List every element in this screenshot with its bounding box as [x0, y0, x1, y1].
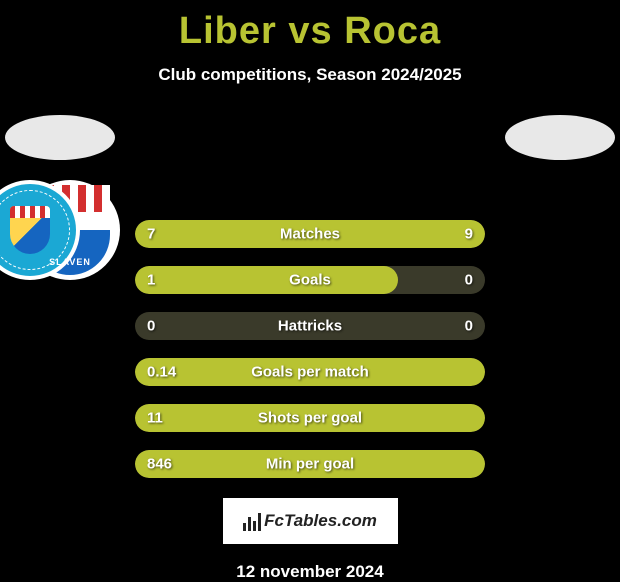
- stat-value-right: 0: [465, 272, 473, 289]
- stat-value-right: 9: [465, 226, 473, 243]
- player2-silhouette: [505, 115, 615, 160]
- stat-row: 0.14 Goals per match: [135, 358, 485, 386]
- player2-name: Roca: [344, 10, 441, 52]
- stat-bar-left: [135, 266, 398, 294]
- date-text: 12 november 2024: [0, 562, 620, 582]
- player1-silhouette: [5, 115, 115, 160]
- team-right-shield: [10, 206, 50, 254]
- stat-value-left: 1: [147, 272, 155, 289]
- main-panel: SLAVEN 7 Matches 9 1 Goals 0 0 Hattricks 0 0.14 Go…: [0, 120, 620, 478]
- stat-label: Goals: [289, 272, 331, 289]
- stat-label: Min per goal: [266, 456, 354, 473]
- stat-value-left: 11: [147, 410, 163, 427]
- subtitle: Club competitions, Season 2024/2025: [0, 65, 620, 85]
- team-left-name: SLAVEN: [49, 257, 91, 275]
- stat-row: 0 Hattricks 0: [135, 312, 485, 340]
- stat-value-left: 0: [147, 318, 155, 335]
- stat-label: Matches: [280, 226, 340, 243]
- stat-row: 846 Min per goal: [135, 450, 485, 478]
- stat-label: Shots per goal: [258, 410, 362, 427]
- stat-row: 7 Matches 9: [135, 220, 485, 248]
- player1-name: Liber: [179, 10, 277, 52]
- vs-text: vs: [288, 10, 332, 52]
- stat-value-left: 7: [147, 226, 155, 243]
- brand-badge[interactable]: FcTables.com: [223, 498, 398, 544]
- stat-label: Goals per match: [251, 364, 369, 381]
- stat-row: 11 Shots per goal: [135, 404, 485, 432]
- stat-row: 1 Goals 0: [135, 266, 485, 294]
- stat-label: Hattricks: [278, 318, 342, 335]
- brand-chart-icon: [243, 511, 261, 531]
- stat-bar-left: [135, 220, 275, 248]
- stat-value-left: 0.14: [147, 364, 176, 381]
- stats-bars: 7 Matches 9 1 Goals 0 0 Hattricks 0 0.14 Goals per…: [135, 220, 485, 478]
- brand-text: FcTables.com: [264, 511, 377, 531]
- stat-value-left: 846: [147, 456, 172, 473]
- comparison-title: Liber vs Roca: [0, 0, 620, 53]
- stat-value-right: 0: [465, 318, 473, 335]
